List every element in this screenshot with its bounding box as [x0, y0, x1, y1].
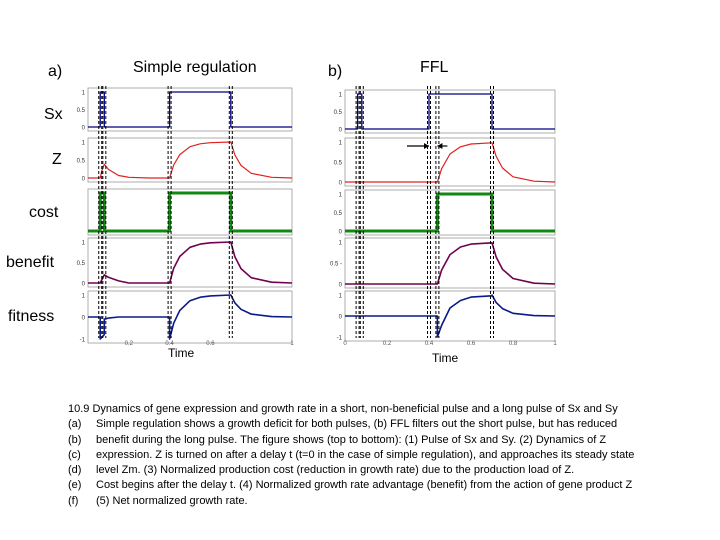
x-tick-label: 0.2	[383, 341, 392, 347]
subplot-frame	[87, 87, 293, 132]
y-tick-label: 0.5	[334, 110, 343, 116]
delay-arrow-right-head	[437, 143, 443, 149]
caption-line: (d) level Zm. (3) Normalized production c…	[68, 463, 708, 478]
y-tick-label: 1	[339, 141, 343, 147]
y-tick-label: 1	[82, 294, 86, 300]
subplot-frame	[87, 237, 293, 288]
y-tick-label: 1	[339, 93, 343, 99]
subplot-frame	[344, 237, 556, 289]
y-tick-label: 1	[339, 193, 343, 199]
series-line-fitness	[345, 294, 556, 338]
subplot-frame	[344, 137, 556, 187]
y-tick-label: 0	[82, 316, 86, 322]
y-tick-label: 0.5 -	[330, 262, 342, 268]
y-tick-label: -1	[337, 336, 343, 342]
y-tick-label: 0	[82, 126, 86, 132]
row-label-z: Z	[52, 151, 62, 168]
y-tick-label: 0.5	[77, 261, 86, 267]
series-line-sx	[88, 91, 292, 128]
y-tick-label: 0	[82, 282, 86, 288]
caption-line: (a) Simple regulation shows a growth defi…	[68, 417, 708, 432]
series-line-fitness	[88, 294, 293, 340]
y-tick-label: 0	[339, 315, 343, 321]
y-tick-label: 1	[339, 294, 343, 300]
panel-a-xlabel: Time	[168, 346, 195, 360]
figure-caption: 10.9 Dynamics of gene expression and gro…	[68, 402, 708, 509]
caption-line-tag: (d)	[68, 464, 82, 477]
caption-line-text: Cost begins after the delay t. (4) Norma…	[96, 479, 633, 492]
caption-line-tag: (a)	[68, 418, 82, 431]
panel-b-xlabel: Time	[432, 351, 459, 365]
x-tick-label: 1	[290, 341, 294, 347]
x-tick-label: 0.6	[206, 341, 215, 347]
caption-line: (e) Cost begins after the delay t. (4) No…	[68, 478, 708, 493]
caption-line-tag: (f)	[68, 494, 79, 507]
caption-heading: 10.9 Dynamics of gene expression and gro…	[68, 403, 618, 415]
caption-line: (f) (5) Net normalized growth rate.	[68, 494, 708, 509]
x-tick-label: 0	[343, 341, 347, 347]
y-tick-label: -1	[80, 338, 86, 344]
row-label-sx: Sx	[44, 106, 63, 123]
series-line-benefit	[88, 241, 293, 284]
subplot-frame	[344, 189, 556, 236]
caption-line-text: (5) Net normalized growth rate.	[96, 494, 248, 507]
y-tick-label: 0.5	[77, 159, 86, 165]
x-tick-label: 0.6	[467, 341, 476, 347]
y-tick-label: 0	[339, 283, 343, 289]
subplot-frame	[87, 188, 293, 236]
series-line-sx	[345, 93, 555, 130]
y-tick-label: 1	[339, 241, 343, 247]
subplot-frame	[87, 137, 293, 183]
x-tick-label: 1	[553, 341, 557, 347]
caption-line-text: benefit during the long pulse. The figur…	[96, 433, 607, 446]
y-tick-label: 0.5	[334, 211, 343, 217]
series-line-z	[88, 141, 293, 179]
caption-line-text: level Zm. (3) Normalized production cost…	[96, 464, 575, 477]
caption-line: (b) benefit during the long pulse. The fi…	[68, 433, 708, 448]
panel-a-letter: a)	[48, 63, 63, 80]
x-tick-label: 0.4	[425, 341, 434, 347]
caption-line-tag: (e)	[68, 479, 82, 492]
panel-b-letter: b)	[328, 63, 343, 80]
x-tick-label: 0.4	[165, 341, 174, 347]
y-tick-label: 0	[339, 181, 343, 187]
series-line-z	[345, 142, 556, 183]
panel-a-title: Simple regulation	[133, 59, 257, 76]
panel-b-title: FFL	[420, 59, 449, 76]
y-tick-label: 0	[339, 128, 343, 134]
y-tick-label: 0.5	[77, 108, 86, 114]
series-line-cost	[88, 191, 292, 233]
row-label-cost: cost	[29, 204, 59, 221]
caption-line-tag: (c)	[68, 448, 81, 461]
row-label-benefit: benefit	[6, 254, 55, 271]
y-tick-label: 1	[82, 241, 86, 247]
y-tick-label: 1	[82, 141, 86, 147]
delay-arrow-left-head	[424, 143, 429, 149]
y-tick-label: 1	[82, 91, 86, 97]
y-tick-label: 0.5	[334, 161, 343, 167]
x-tick-label: 0.2	[125, 341, 134, 347]
y-tick-label: 0	[82, 177, 86, 183]
caption-line-text: Simple regulation shows a growth deficit…	[96, 418, 618, 431]
y-tick-label: 0	[339, 230, 343, 236]
row-label-fitness: fitness	[8, 308, 55, 325]
series-line-cost	[345, 192, 555, 233]
x-tick-label: 0.8	[509, 341, 518, 347]
subplot-frame	[344, 89, 556, 134]
caption-line-text: expression. Z is turned on after a delay…	[96, 448, 635, 461]
caption-line-tag: (b)	[68, 433, 82, 446]
series-line-benefit	[345, 242, 556, 285]
caption-line: (c) expression. Z is turned on after a de…	[68, 448, 708, 463]
